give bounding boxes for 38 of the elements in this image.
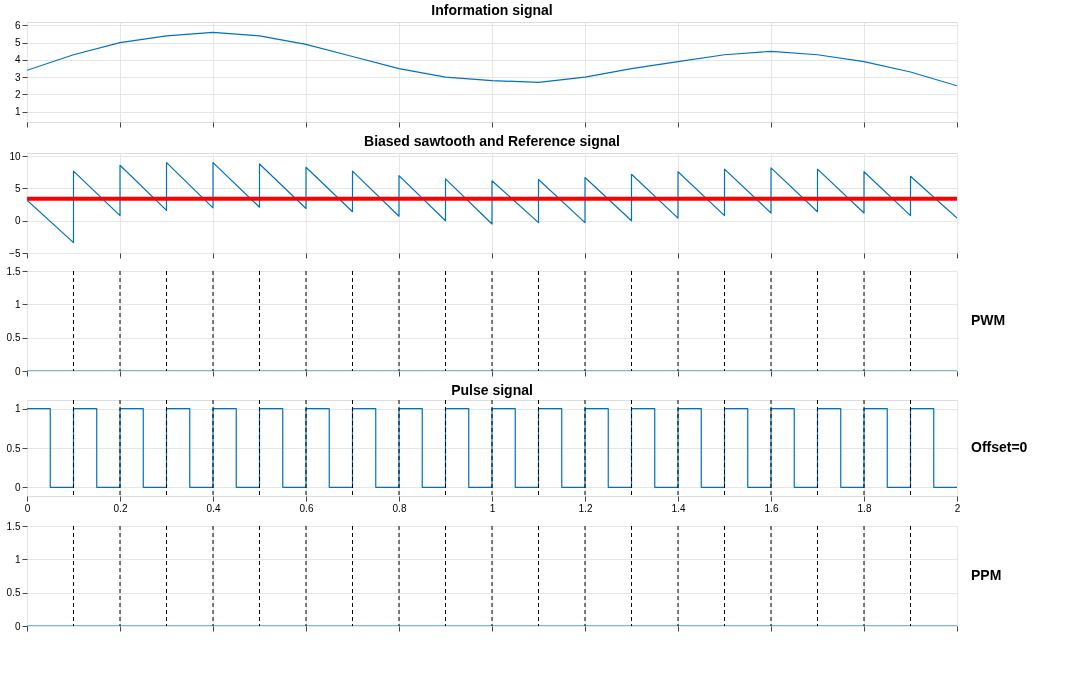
x-tick-label: 0.4: [206, 502, 221, 514]
text: PWM: [971, 312, 1006, 328]
y-tick-label: 1: [14, 403, 21, 415]
x-tick-label: 2: [954, 502, 961, 514]
y-tick-label: 1: [14, 298, 21, 310]
y-tick-label: 1.5: [6, 520, 21, 532]
y-tick-label: 5: [14, 37, 21, 49]
y-tick-label: 0.5: [6, 332, 21, 344]
y-tick-label: 2: [14, 88, 21, 100]
chart-title: Biased sawtooth and Reference signal: [364, 133, 620, 150]
y-tick-label: 10: [9, 150, 21, 162]
y-tick-label: 0: [14, 215, 21, 227]
x-tick-label: 1: [489, 502, 496, 514]
y-tick-label: 0.5: [6, 587, 21, 599]
y-tick-label: 0: [14, 620, 21, 632]
y-tick-label: 1: [14, 553, 21, 565]
y-tick-label: 6: [14, 19, 21, 31]
y-tick-label: 3: [14, 71, 21, 83]
x-tick-label: 0: [24, 502, 31, 514]
x-tick-label: 1.8: [857, 502, 872, 514]
text: Offset=0: [971, 439, 1028, 455]
y-tick-label: 0: [14, 365, 21, 377]
x-tick-label: 1.2: [578, 502, 593, 514]
chart-title: Information signal: [431, 2, 553, 19]
x-tick-label: 0.8: [392, 502, 407, 514]
y-tick-label: 5: [14, 182, 21, 194]
chart-title: Pulse signal: [451, 381, 533, 398]
y-tick-label: 0.5: [6, 442, 21, 454]
y-tick-label: 1.5: [6, 265, 21, 277]
x-tick-label: 1.4: [671, 502, 686, 514]
y-tick-label: 4: [14, 54, 21, 66]
y-tick-label: −5: [9, 247, 21, 259]
y-tick-label: 0: [14, 481, 21, 493]
x-tick-label: 1.6: [764, 502, 779, 514]
x-tick-label: 0.6: [299, 502, 314, 514]
x-tick-label: 0.2: [113, 502, 128, 514]
text: PPM: [971, 567, 1002, 583]
y-tick-label: 1: [14, 106, 21, 118]
